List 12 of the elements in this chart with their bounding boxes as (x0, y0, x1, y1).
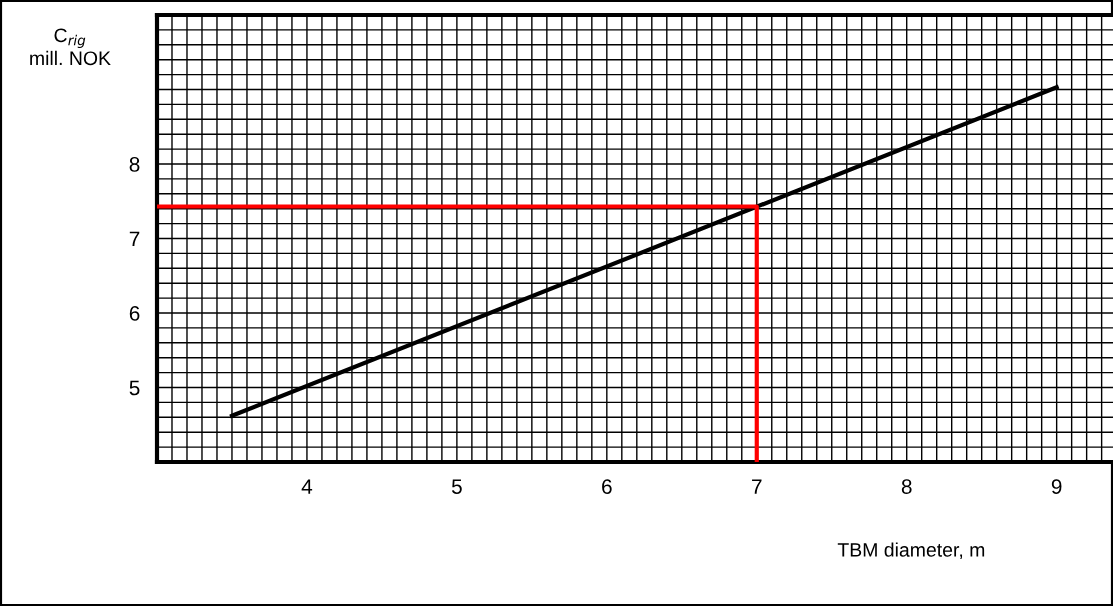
x-tick-label: 9 (1051, 479, 1062, 494)
x-tick-label: 8 (901, 479, 912, 494)
y-tick-label: 6 (129, 306, 140, 321)
y-tick-label: 7 (129, 231, 140, 247)
y-axis-title: C$_{rig}$ mill. NOK (30, 28, 111, 66)
y-tick-label: 5 (129, 380, 140, 396)
y-tick-label: 8 (129, 157, 140, 172)
x-tick-label: 5 (451, 479, 462, 494)
x-tick-label: 7 (752, 479, 762, 494)
x-tick-label: 6 (602, 479, 612, 494)
x-tick-label: 4 (301, 479, 313, 494)
x-axis-title: TBM diameter, m (837, 542, 985, 560)
